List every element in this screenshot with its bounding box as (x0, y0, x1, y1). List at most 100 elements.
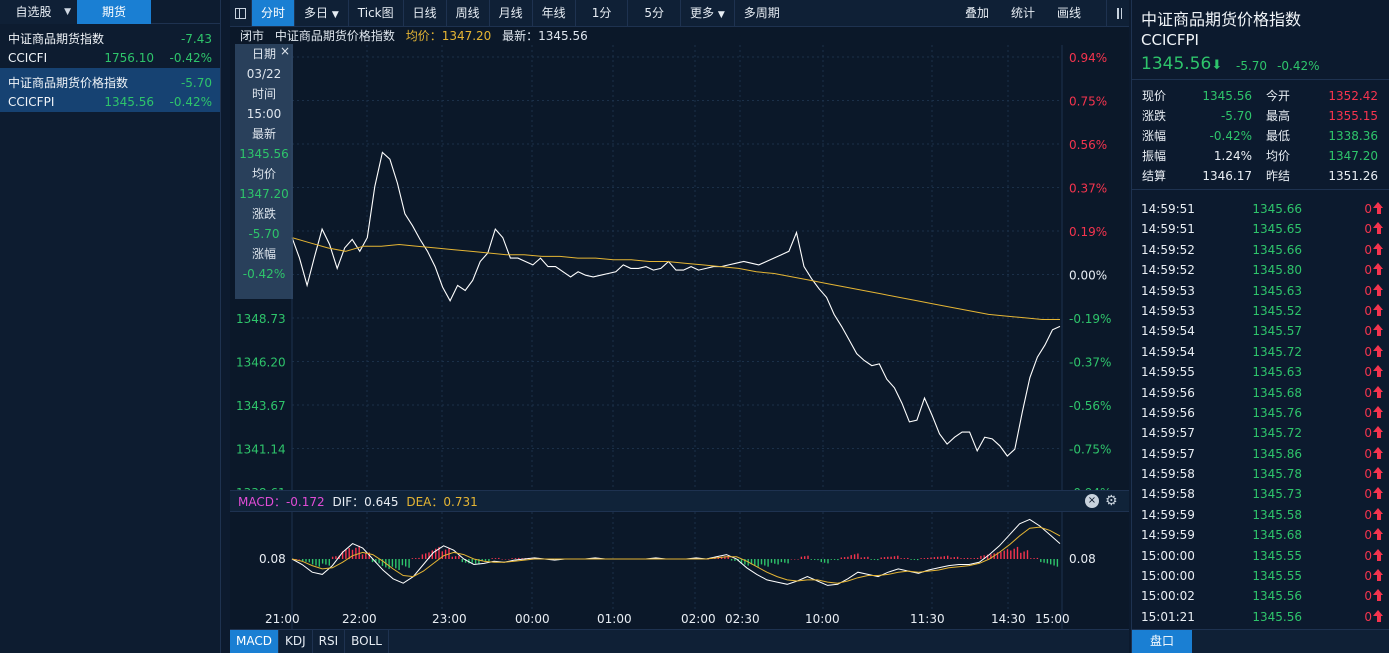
tab-daily[interactable]: 日线 (404, 0, 447, 26)
macd-controls: × ⚙ (1085, 494, 1119, 508)
macd-histogram-bar (907, 558, 908, 559)
stat-value: 1352.42 (1296, 86, 1378, 106)
tab-multi-period[interactable]: 多周期 (735, 0, 789, 26)
macd-histogram-bar (418, 558, 419, 559)
macd-histogram-bar (960, 558, 961, 559)
macd-histogram-bar (495, 558, 496, 559)
macd-histogram-bar (412, 558, 413, 559)
macd-histogram-bar (1057, 559, 1058, 567)
x-tick-label: 21:00 (265, 612, 300, 626)
tick-list[interactable]: 14:59:51 1345.66 0 14:59:51 1345.65 0 14:59:52… (1132, 199, 1389, 627)
gear-icon[interactable]: ⚙ (1105, 494, 1119, 508)
list-item[interactable]: 中证商品期货指数 -7.43 CCICFI 1756.10 -0.42% (0, 24, 220, 68)
macd-histogram-bar (1033, 558, 1034, 559)
tab-rsi[interactable]: RSI (313, 630, 346, 653)
tick-time: 14:59:59 (1132, 505, 1232, 525)
tab-intraday[interactable]: 分时 (252, 0, 295, 26)
macd-histogram-bar (917, 559, 918, 560)
down-arrow-icon: ⬇ (1211, 58, 1222, 73)
draw-line-button[interactable]: 画线 (1046, 0, 1092, 26)
macd-histogram-bar (970, 558, 971, 559)
macd-histogram-bar (1004, 551, 1005, 559)
tab-kdj[interactable]: KDJ (279, 630, 313, 653)
tab-tick[interactable]: Tick图 (349, 0, 404, 26)
tick-volume: 0 (1302, 321, 1389, 341)
close-icon[interactable]: × (280, 44, 290, 58)
tab-futures[interactable]: 期货 (77, 0, 151, 24)
tab-5min[interactable]: 5分 (628, 0, 681, 26)
avg-price-readout: 均价：1347.20 (406, 29, 492, 43)
dea-value: DEA：0.731 (406, 495, 477, 509)
tick-time: 14:59:55 (1132, 362, 1232, 382)
chevron-down-icon: ▼ (718, 10, 725, 20)
x-tick-label: 01:00 (597, 612, 632, 626)
macd-histogram-bar (861, 558, 862, 560)
tick-price: 1345.65 (1232, 219, 1302, 239)
macd-histogram-bar (847, 557, 848, 559)
tab-multi-day[interactable]: 多日 ▼ (295, 0, 349, 26)
macd-histogram-bar (452, 557, 453, 559)
tick-time: 15:00:02 (1132, 586, 1232, 606)
tick-row: 14:59:59 1345.68 0 (1132, 525, 1389, 545)
tick-row: 14:59:55 1345.63 0 (1132, 362, 1389, 382)
toggle-left-panel-button[interactable] (230, 0, 252, 26)
x-tick-label: 11:30 (910, 612, 945, 626)
macd-histogram-bar (920, 558, 921, 559)
macd-histogram-bar (345, 550, 346, 559)
order-book-button[interactable]: 盘口 (1132, 630, 1192, 653)
tick-volume: 0 (1302, 281, 1389, 301)
tick-price: 1345.76 (1232, 403, 1302, 423)
tooltip-date: 03/22 (235, 64, 293, 84)
tab-weekly[interactable]: 周线 (447, 0, 490, 26)
macd-histogram-bar (1040, 559, 1041, 562)
y-tick-left: 1341.14 (236, 443, 286, 457)
macd-histogram-bar (1053, 559, 1054, 566)
tab-boll[interactable]: BOLL (345, 630, 389, 653)
tick-row: 14:59:53 1345.52 0 (1132, 301, 1389, 321)
intraday-chart[interactable]: 0.94% 0.75% 0.56% 0.37% 0.19% 0.00% -0.19% -0.3… (230, 45, 1129, 629)
y-tick-right: -0.56% (1069, 399, 1111, 413)
tooltip-chg-label: 涨跌 (235, 204, 293, 224)
tick-row: 14:59:57 1345.86 0 (1132, 444, 1389, 464)
toggle-right-panel-button[interactable] (1106, 0, 1129, 26)
stat-label: 涨幅 (1132, 126, 1174, 146)
stat-value: 1355.15 (1296, 106, 1378, 126)
tick-time: 14:59:53 (1132, 301, 1232, 321)
tick-volume: 0 (1302, 219, 1389, 239)
tab-watchlist[interactable]: 自选股 ▼ (0, 0, 77, 24)
x-tick-label: 10:00 (805, 612, 840, 626)
market-status: 闭市 (240, 29, 264, 43)
stat-label: 涨跌 (1132, 106, 1174, 126)
list-item-selected[interactable]: 中证商品期货价格指数 -5.70 CCICFPI 1345.56 -0.42% (0, 68, 220, 112)
tab-macd[interactable]: MACD (230, 630, 279, 653)
tooltip-chg: -5.70 (235, 224, 293, 244)
macd-histogram-bar (405, 559, 406, 567)
tick-volume-value: 0 (1364, 304, 1372, 318)
macd-histogram-bar (1030, 558, 1031, 559)
tab-yearly[interactable]: 年线 (533, 0, 576, 26)
macd-histogram-bar (817, 559, 818, 560)
stats-row: 振幅 1.24% 均价 1347.20 (1132, 146, 1389, 166)
stat-value: 1345.56 (1174, 86, 1256, 106)
chart-info-bar: 闭市 中证商品期货价格指数 均价：1347.20 最新：1345.56 (230, 27, 1129, 45)
macd-histogram-bar (857, 554, 858, 560)
item-price: 1756.10 (94, 49, 154, 68)
tick-time: 14:59:59 (1132, 525, 1232, 545)
tick-volume-value: 0 (1364, 589, 1372, 603)
y-tick-right: 0.00% (1069, 269, 1107, 283)
overlay-button[interactable]: 叠加 (954, 0, 1000, 26)
up-arrow-icon (1373, 467, 1384, 479)
more-dropdown[interactable]: 更多 ▼ (681, 0, 735, 26)
tab-monthly[interactable]: 月线 (490, 0, 533, 26)
close-icon[interactable]: × (1085, 494, 1099, 508)
macd-histogram-bar (934, 557, 935, 559)
stats-row: 现价 1345.56 今开 1352.42 (1132, 86, 1389, 106)
macd-histogram-bar (954, 557, 955, 559)
toolbar-right: 叠加 统计 画线 (954, 0, 1129, 26)
macd-histogram-bar (894, 556, 895, 559)
up-arrow-icon (1373, 263, 1384, 275)
macd-histogram-bar (425, 553, 426, 559)
statistics-button[interactable]: 统计 (1000, 0, 1046, 26)
tab-1min[interactable]: 1分 (576, 0, 629, 26)
tick-volume: 0 (1302, 566, 1389, 586)
